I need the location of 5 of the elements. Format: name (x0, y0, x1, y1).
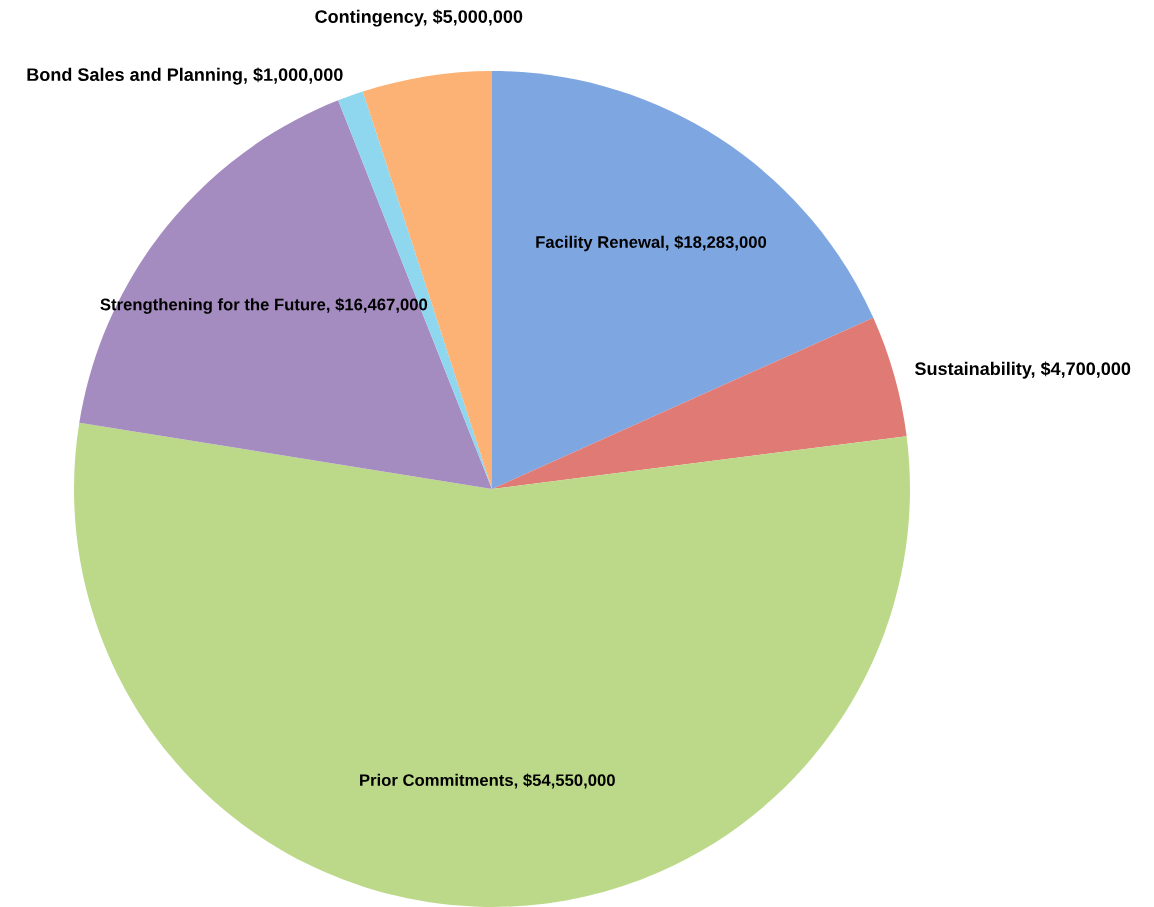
slice-label: Facility Renewal, $18,283,000 (536, 235, 767, 252)
slice-label: Prior Commitments, $54,550,000 (360, 773, 615, 789)
slice-label: Bond Sales and Planning, $1,000,000 (27, 67, 343, 85)
slice-label: Contingency, $5,000,000 (315, 9, 523, 27)
slice-label: Sustainability, $4,700,000 (915, 361, 1131, 379)
